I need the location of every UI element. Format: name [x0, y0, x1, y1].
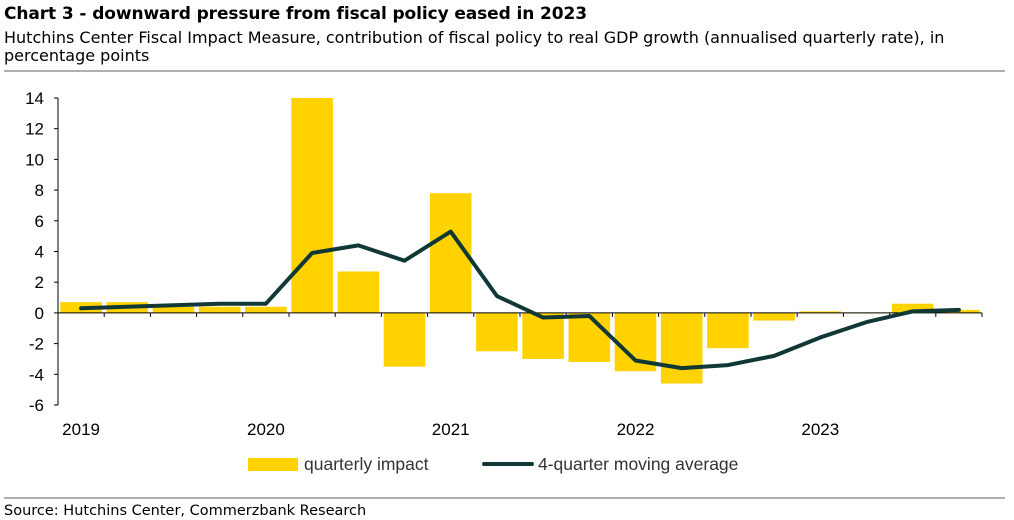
y-tick-label: 8 — [35, 181, 44, 200]
bar-2022Q2 — [660, 312, 703, 384]
x-tick-label-2019: 2019 — [62, 420, 100, 439]
bar-2021Q4 — [568, 312, 611, 363]
y-tick-label: 10 — [25, 150, 44, 169]
legend-label-moving-average: 4-quarter moving average — [538, 453, 739, 474]
legend-swatch-line — [482, 462, 534, 466]
y-tick-label: 2 — [35, 273, 44, 292]
source-note: Source: Hutchins Center, Commerzbank Res… — [4, 503, 367, 519]
bar-2019Q4 — [198, 306, 241, 313]
y-tick-label: 4 — [35, 243, 44, 262]
x-tick-label-2020: 2020 — [247, 420, 285, 439]
line-moving-average — [79, 229, 961, 371]
legend-swatch-bar — [248, 457, 298, 471]
bar-2021Q2 — [476, 312, 518, 352]
chart-plot: 14 12 10 8 6 4 2 0 -2 -4 -6 2019 2020 2021 2022 2023 — [25, 89, 983, 439]
bar-2022Q3 — [707, 312, 749, 349]
bar-2023Q1 — [799, 311, 842, 313]
y-tick-label: 6 — [35, 212, 44, 231]
label-layer: 14 12 10 8 6 4 2 0 -2 -4 -6 2019 2020 2021 2022 2023 — [25, 89, 839, 439]
bar-2019Q3 — [152, 306, 195, 313]
legend-item-quarterly-impact: quarterly impact — [248, 452, 429, 476]
bottom-divider — [4, 497, 1005, 499]
bar-2020Q2 — [291, 98, 333, 313]
bar-2020Q1 — [245, 306, 287, 313]
legend-item-moving-average: 4-quarter moving average — [482, 452, 738, 476]
bar-2021Q3 — [522, 312, 564, 359]
x-tick-label-2023: 2023 — [801, 420, 839, 439]
top-divider — [4, 70, 1005, 72]
y-tick-label: 0 — [35, 304, 44, 323]
y-tick-label: 12 — [25, 120, 44, 139]
line-layer — [79, 229, 961, 371]
bar-2022Q4 — [753, 312, 795, 321]
legend-label-quarterly-impact: quarterly impact — [304, 453, 429, 474]
bars-layer — [60, 98, 980, 384]
y-tick-label: -6 — [29, 396, 44, 415]
chart-subtitle: Hutchins Center Fiscal Impact Measure, c… — [4, 28, 945, 65]
chart-title: Chart 3 - downward pressure from fiscal … — [4, 4, 587, 24]
y-tick-label: 14 — [25, 89, 44, 108]
bar-2023Q3 — [891, 303, 934, 313]
y-tick-label: -4 — [29, 365, 44, 384]
bar-2020Q3 — [337, 271, 380, 313]
x-tick-label-2022: 2022 — [617, 420, 655, 439]
axis-layer — [54, 97, 983, 406]
y-tick-label: -2 — [29, 335, 44, 354]
x-tick-label-2021: 2021 — [432, 420, 470, 439]
bar-2020Q4 — [383, 312, 426, 367]
legend: quarterly impact 4-quarter moving averag… — [0, 452, 1014, 476]
